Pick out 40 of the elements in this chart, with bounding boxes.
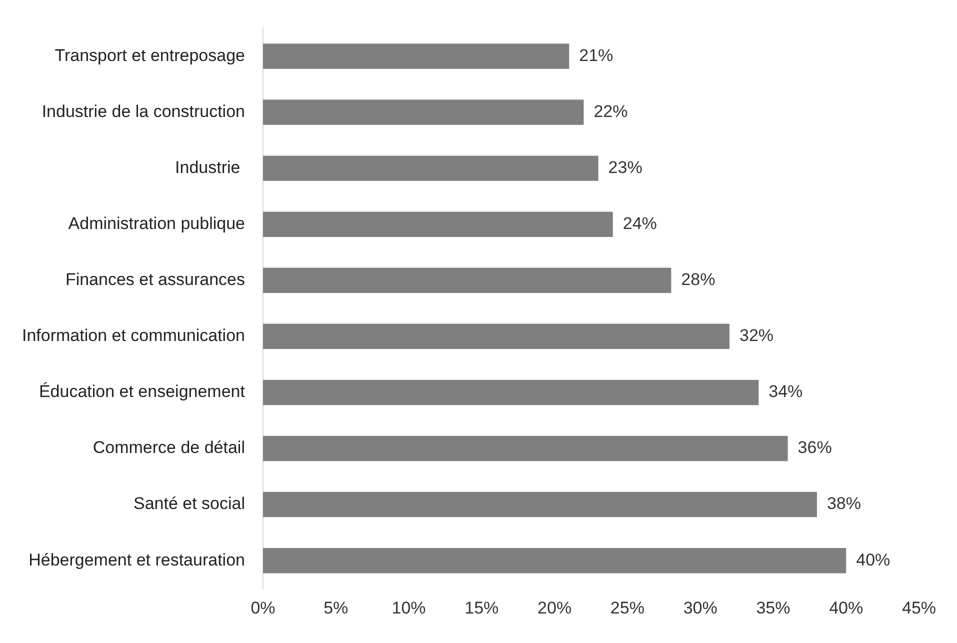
y-tick-label: Santé et social	[133, 494, 245, 514]
data-label: 36%	[798, 438, 832, 458]
data-label: 34%	[768, 382, 803, 402]
bar	[262, 212, 613, 237]
x-tick-label: 5%	[324, 598, 348, 618]
y-tick-label: Administration publique	[68, 214, 245, 234]
y-tick-label: Transport et entreposage	[54, 46, 245, 65]
data-label: 23%	[608, 158, 642, 177]
data-label: 38%	[826, 494, 861, 514]
bar	[262, 380, 759, 406]
x-tick-label: 35%	[756, 598, 790, 618]
bar	[262, 492, 817, 518]
y-tick-label: Hébergement et restauration	[28, 550, 245, 570]
data-label: 21%	[579, 46, 614, 65]
x-tick-label: 45%	[902, 598, 936, 618]
x-tick-label: 15%	[464, 598, 499, 618]
y-tick-label: Éducation et enseignement	[38, 382, 246, 402]
y-tick-label: Information et communication	[22, 326, 245, 346]
bar	[262, 324, 730, 350]
bar	[262, 156, 598, 181]
y-tick-label: Industrie	[175, 158, 245, 177]
bar	[262, 436, 788, 462]
y-tick-label: Finances et assurances	[65, 270, 245, 290]
x-tick-label: 20%	[538, 598, 572, 618]
x-tick-label: 30%	[683, 598, 718, 618]
data-label: 32%	[739, 326, 774, 346]
bar	[262, 548, 846, 574]
bar	[262, 44, 570, 69]
bar	[262, 100, 584, 125]
y-tick-label: Commerce de détail	[92, 438, 245, 458]
x-tick-label: 40%	[829, 598, 864, 618]
data-label: 24%	[622, 214, 657, 234]
data-label: 40%	[856, 550, 890, 570]
x-tick-label: 25%	[610, 598, 644, 618]
x-tick-label: 10%	[392, 598, 426, 618]
bar	[262, 268, 672, 293]
data-label: 22%	[594, 102, 628, 121]
y-tick-label: Industrie de la construction	[42, 102, 245, 121]
data-label: 28%	[681, 270, 716, 290]
x-tick-label: 0%	[250, 598, 276, 618]
